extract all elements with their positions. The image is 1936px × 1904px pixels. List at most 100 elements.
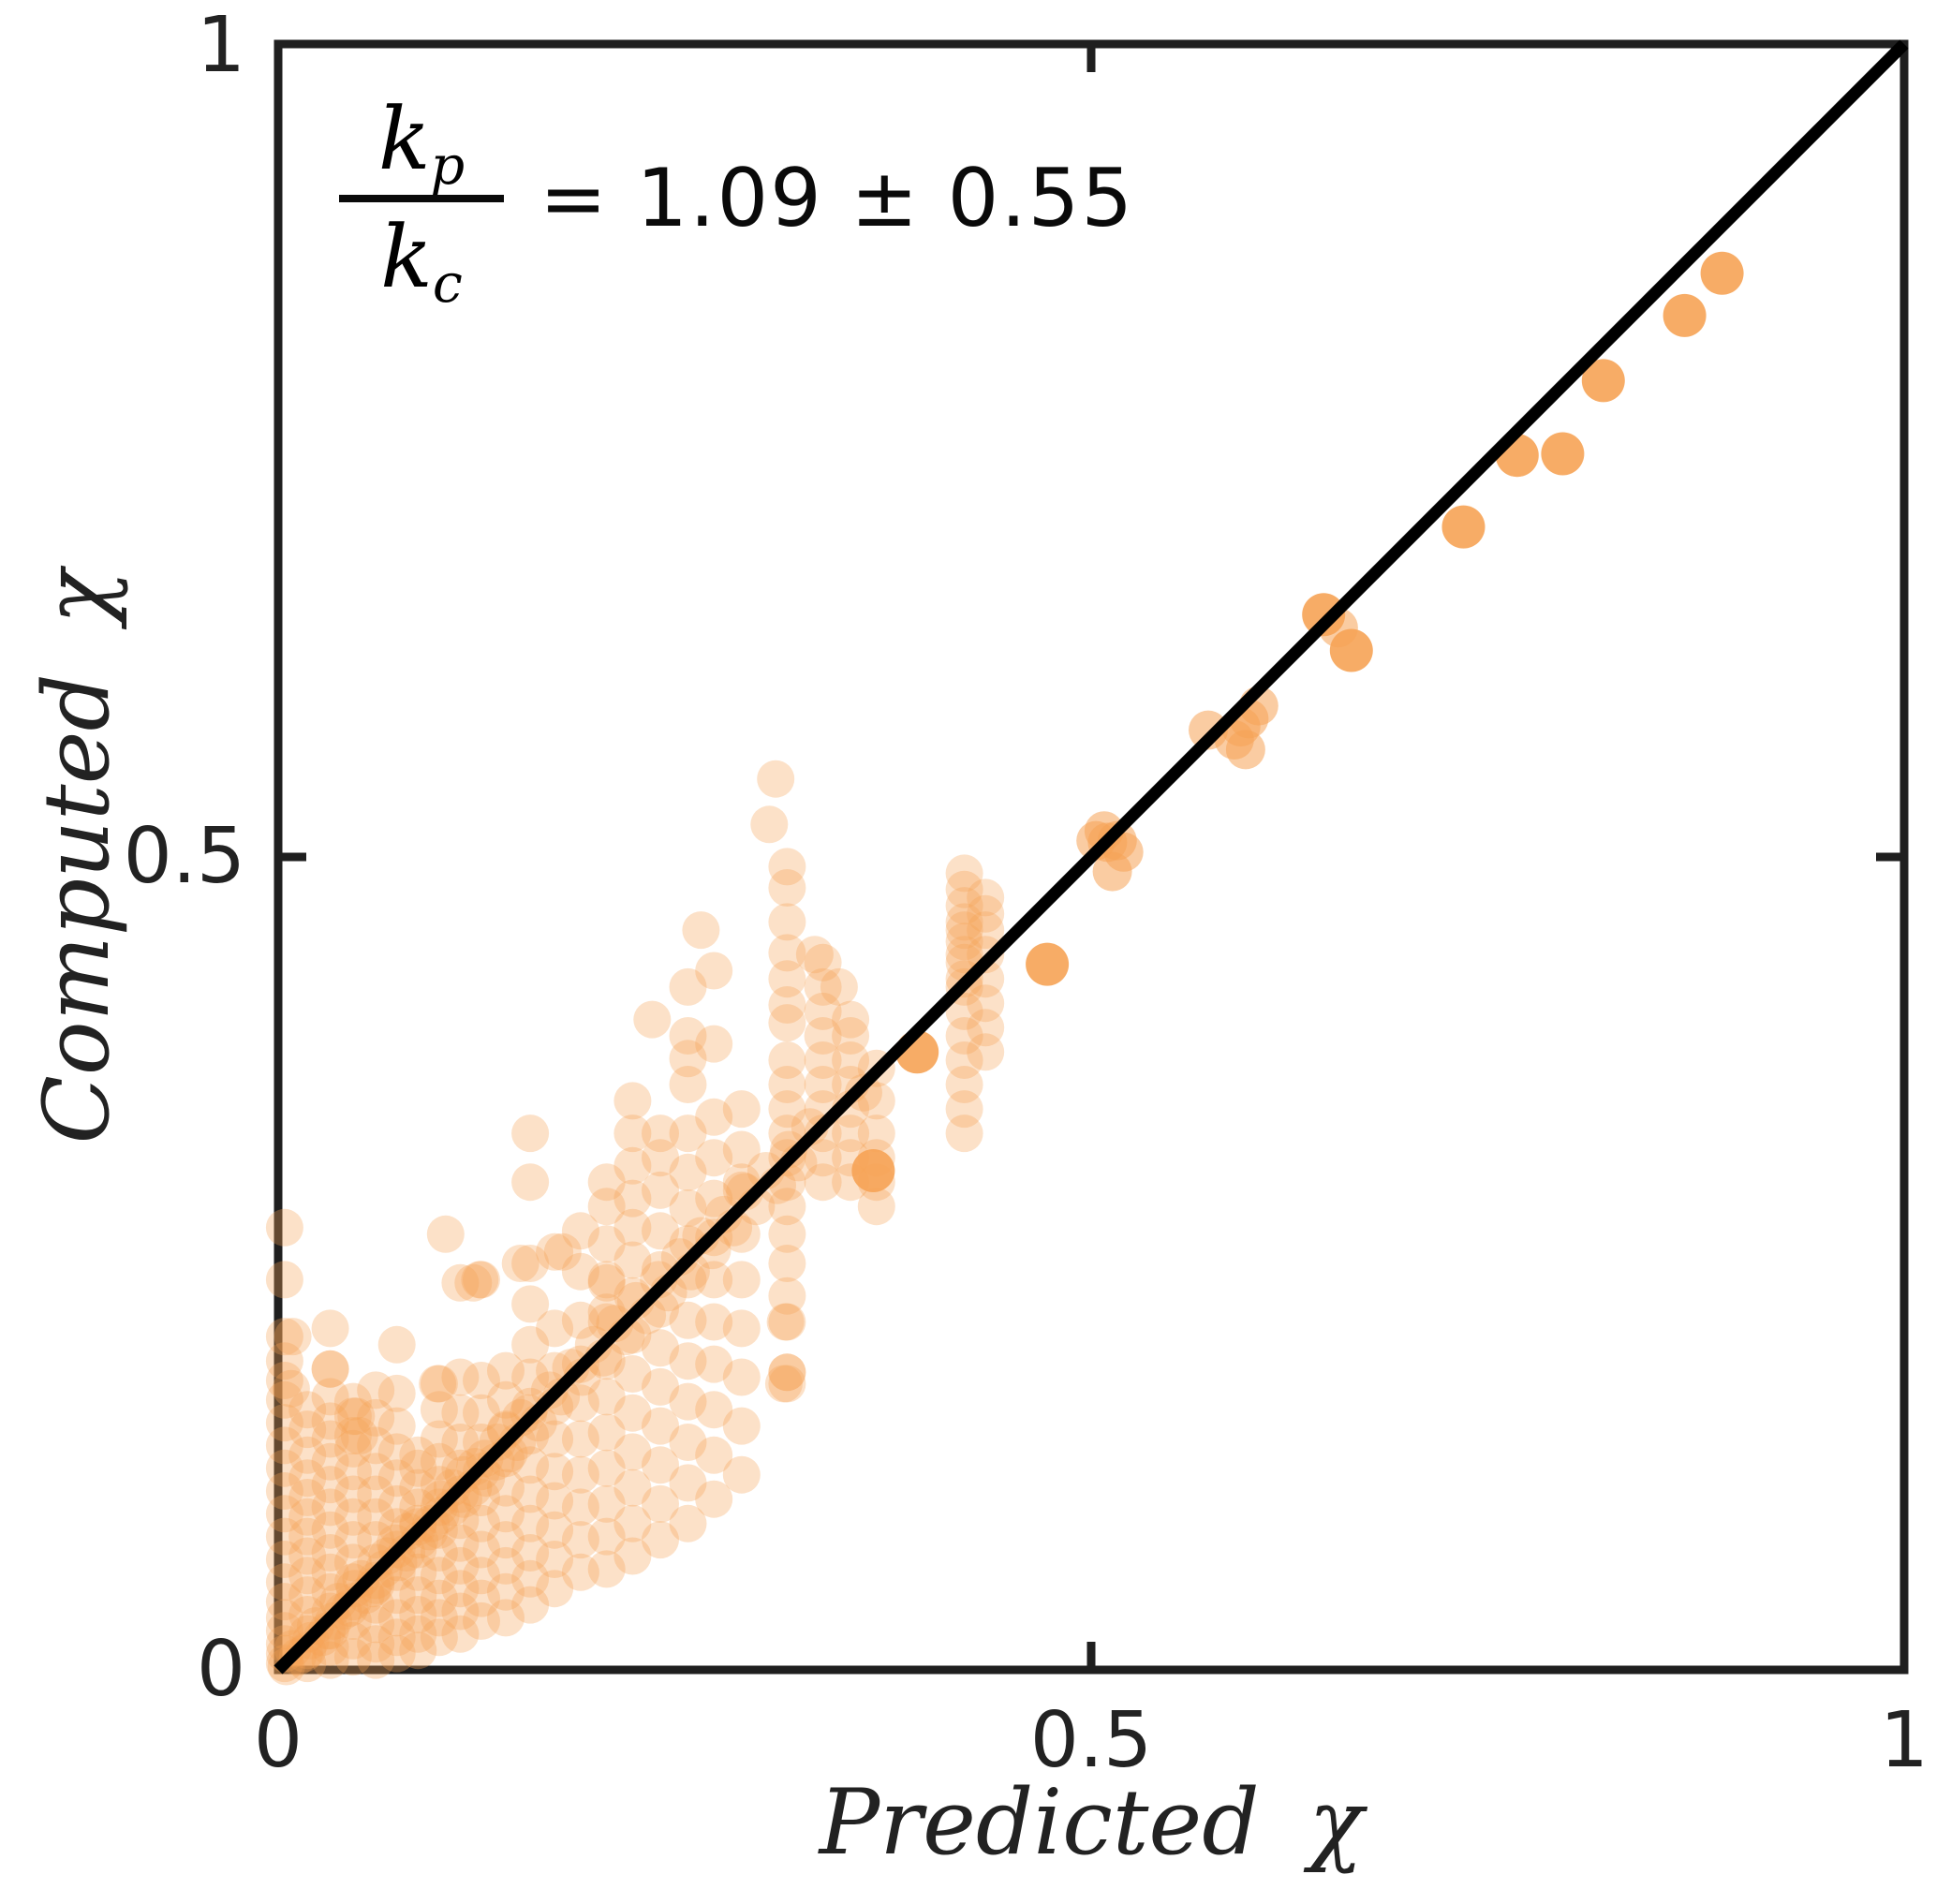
scatter-point (682, 911, 720, 950)
scatter-points-solid (851, 251, 1744, 1192)
scatter-point (377, 1433, 416, 1471)
scatter-point (820, 967, 858, 1006)
scatter-point (399, 1436, 437, 1474)
scatter-point (768, 1303, 806, 1341)
scatter-point (722, 1261, 761, 1299)
scatter-point (695, 1436, 733, 1474)
scatter-point (669, 1464, 707, 1502)
scatter-point (311, 1628, 349, 1666)
scatter-point (377, 1374, 416, 1412)
scatter-point (333, 1417, 372, 1454)
xtick-label-0: 0 (253, 1696, 303, 1785)
scatter-point (768, 1041, 806, 1079)
scatter-point (945, 854, 983, 893)
ratio-equation-text: = 1.09 ± 0.55 (539, 151, 1135, 245)
scatter-point (357, 1605, 395, 1644)
scatter-point (722, 1358, 761, 1396)
scatter-point (311, 1442, 349, 1481)
scatter-point (804, 1066, 842, 1103)
scatter-point (669, 1504, 707, 1542)
scatter-point (288, 1517, 327, 1556)
scatter-point (587, 1188, 626, 1226)
scatter-point (587, 1413, 626, 1452)
scatter-point (265, 1599, 303, 1637)
scatter-point (695, 1139, 733, 1177)
scatter-point (536, 1570, 574, 1608)
xtick-label-0.5: 0.5 (1029, 1696, 1153, 1785)
scatter-point (463, 1504, 500, 1542)
scatter-point (487, 1546, 525, 1585)
scatter-point (377, 1325, 416, 1364)
ytick-label-0.5: 0.5 (123, 812, 245, 901)
scatter-point (750, 805, 789, 844)
scatter-point (768, 960, 806, 998)
scatter-point (967, 984, 1005, 1023)
scatter-point (642, 1171, 679, 1209)
scatter-point (420, 1534, 458, 1572)
scatter-point (273, 1318, 312, 1356)
scatter-point (420, 1442, 458, 1481)
y-axis-label: Computed χ (24, 569, 129, 1144)
scatter-point (642, 1329, 679, 1367)
scatter-point (265, 1517, 303, 1556)
scatter-point (669, 1301, 707, 1339)
scatter-point (487, 1380, 525, 1419)
scatter-point (587, 1293, 626, 1332)
scatter-point (333, 1397, 372, 1436)
scatter-point (419, 1365, 457, 1403)
scatter-point (613, 1394, 652, 1432)
scatter-point (804, 1041, 842, 1079)
scatter-point (613, 1114, 652, 1153)
scatter-point (288, 1557, 327, 1595)
scatter-point (333, 1453, 372, 1491)
scatter-point (265, 1318, 303, 1356)
scatter-point (536, 1453, 574, 1491)
scatter-point (1026, 942, 1070, 986)
scatter-point (311, 1534, 349, 1572)
scatter-point (1663, 293, 1707, 337)
scatter-point (768, 1090, 806, 1129)
scatter-point (399, 1576, 437, 1615)
scatter-point (945, 922, 983, 961)
scatter-point (357, 1543, 395, 1582)
identity-line (273, 39, 1909, 1675)
scatter-point (945, 1114, 983, 1153)
kp-kc-fraction: kp kc (339, 90, 504, 315)
scatter-point (331, 1589, 369, 1627)
scatter-point (288, 1436, 327, 1474)
scatter-point (265, 1208, 303, 1247)
scatter-point (265, 1362, 303, 1399)
scatter-point (511, 1475, 550, 1513)
scatter-point (285, 1634, 323, 1673)
scatter-point (561, 1252, 599, 1291)
scatter-point (511, 1586, 550, 1624)
scatter-point (265, 1495, 303, 1533)
scatter-point (265, 1583, 303, 1621)
scatter-point (1581, 359, 1625, 403)
scatter-point (669, 967, 707, 1006)
scatter-point (511, 1358, 550, 1396)
scatter-point (669, 1424, 707, 1461)
scatter-point (399, 1631, 437, 1670)
scatter-point (642, 1407, 679, 1445)
scatter-point (832, 1114, 870, 1153)
scatter-point (561, 1384, 599, 1423)
scatter-point (669, 1153, 707, 1191)
scatter-point (1541, 432, 1585, 476)
scatter-point (768, 1004, 806, 1042)
scatter-point (311, 1350, 349, 1388)
fraction-bar (339, 194, 504, 202)
xtick-label-1: 1 (1879, 1696, 1929, 1785)
scatter-point (333, 1521, 372, 1559)
scatter-point (574, 1325, 613, 1364)
scatter-point (265, 1426, 303, 1465)
scatter-point (265, 1261, 303, 1299)
scatter-point (587, 1484, 626, 1523)
scatter-point (945, 1041, 983, 1079)
scatter-point (265, 1634, 303, 1673)
scatter-points-semi (1076, 608, 1358, 892)
scatter-point (804, 1139, 842, 1177)
scatter-point (399, 1553, 437, 1591)
scatter-point (945, 1017, 983, 1055)
